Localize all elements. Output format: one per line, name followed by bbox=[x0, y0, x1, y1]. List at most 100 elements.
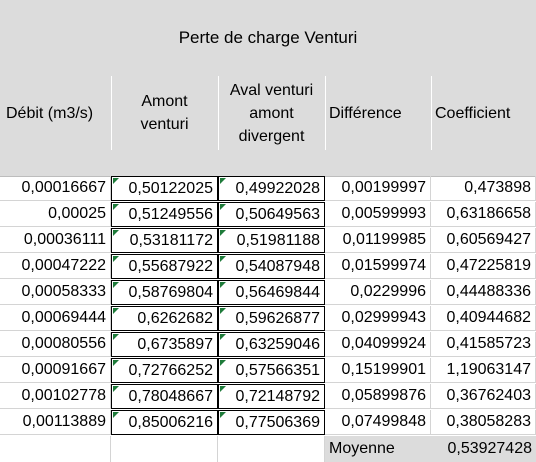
footer-row: Moyenne 0,53927428 bbox=[0, 436, 536, 462]
cell-amont-value: 0,58769804 bbox=[128, 283, 213, 301]
table-row: 0,00102778 0,78048667 0,72148792 0,05899… bbox=[0, 384, 536, 409]
cell-coefficient[interactable]: 0,38058283 bbox=[431, 410, 536, 435]
table-row: 0,00047222 0,55687922 0,54087948 0,01599… bbox=[0, 254, 536, 279]
cell-amont-value: 0,50122025 bbox=[128, 179, 213, 197]
cell-amont-value: 0,72766252 bbox=[128, 361, 213, 379]
table-row: 0,00091667 0,72766252 0,57566351 0,15199… bbox=[0, 358, 536, 383]
cell-coefficient[interactable]: 0,44488336 bbox=[431, 280, 536, 305]
cell-coefficient[interactable]: 0,47225819 bbox=[431, 254, 536, 279]
error-indicator-icon bbox=[220, 412, 226, 418]
cell-coefficient[interactable]: 0,60569427 bbox=[431, 228, 536, 253]
cell-aval-value: 0,51981188 bbox=[236, 231, 320, 249]
cell-aval[interactable]: 0,57566351 bbox=[218, 358, 325, 383]
header-divider bbox=[431, 76, 432, 150]
error-indicator-icon bbox=[113, 230, 119, 236]
cell-amont[interactable]: 0,58769804 bbox=[111, 280, 218, 305]
cell-amont[interactable]: 0,72766252 bbox=[111, 358, 218, 383]
cell-aval[interactable]: 0,59626877 bbox=[218, 306, 325, 331]
cell-amont[interactable]: 0,85006216 bbox=[111, 410, 218, 435]
header-divider bbox=[218, 76, 219, 150]
cell-debit[interactable]: 0,00058333 bbox=[0, 280, 111, 305]
cell-aval[interactable]: 0,77506369 bbox=[218, 410, 325, 435]
cell-aval-value: 0,56469844 bbox=[235, 283, 320, 301]
cell-aval[interactable]: 0,49922028 bbox=[218, 176, 325, 201]
cell-coefficient[interactable]: 0,41585723 bbox=[431, 332, 536, 357]
cell-amont[interactable]: 0,78048667 bbox=[111, 384, 218, 409]
cell-amont-value: 0,85006216 bbox=[128, 413, 213, 431]
header-difference[interactable]: Différence bbox=[329, 104, 402, 122]
table-row: 0,00080556 0,6735897 0,63259046 0,040999… bbox=[0, 332, 536, 357]
error-indicator-icon bbox=[113, 412, 119, 418]
footer-empty-cell[interactable] bbox=[111, 436, 218, 462]
cell-amont[interactable]: 0,55687922 bbox=[111, 254, 218, 279]
header-aval-venturi[interactable]: Aval venturi amont divergent bbox=[218, 76, 325, 150]
cell-difference[interactable]: 0,04099924 bbox=[325, 332, 431, 357]
cell-difference[interactable]: 0,15199901 bbox=[325, 358, 431, 383]
cell-aval[interactable]: 0,72148792 bbox=[218, 384, 325, 409]
header-aval-line1: Aval venturi bbox=[229, 81, 314, 99]
cell-amont[interactable]: 0,50122025 bbox=[111, 176, 218, 201]
header-aval-line3: divergent bbox=[238, 127, 305, 145]
cell-aval[interactable]: 0,51981188 bbox=[218, 228, 325, 253]
cell-coefficient[interactable]: 1,19063147 bbox=[431, 358, 536, 383]
table-title[interactable]: Perte de charge Venturi bbox=[0, 0, 536, 77]
cell-coefficient[interactable]: 0,40944682 bbox=[431, 306, 536, 331]
cell-aval[interactable]: 0,63259046 bbox=[218, 332, 325, 357]
cell-aval[interactable]: 0,50649563 bbox=[218, 202, 325, 227]
cell-difference[interactable]: 0,02999943 bbox=[325, 306, 431, 331]
error-indicator-icon bbox=[220, 282, 226, 288]
error-indicator-icon bbox=[220, 360, 226, 366]
cell-aval[interactable]: 0,56469844 bbox=[218, 280, 325, 305]
cell-difference[interactable]: 0,01199985 bbox=[325, 228, 431, 253]
cell-debit[interactable]: 0,00069444 bbox=[0, 306, 111, 331]
header-debit[interactable]: Débit (m3/s) bbox=[6, 104, 94, 122]
cell-debit[interactable]: 0,00080556 bbox=[0, 332, 111, 357]
cell-amont-value: 0,55687922 bbox=[128, 257, 213, 275]
error-indicator-icon bbox=[113, 334, 119, 340]
cell-difference[interactable]: 0,07499848 bbox=[325, 410, 431, 435]
footer-empty-cell[interactable] bbox=[218, 436, 325, 462]
footer-empty-cell[interactable] bbox=[0, 436, 111, 462]
cell-difference[interactable]: 0,00599993 bbox=[325, 202, 431, 227]
header-amont-venturi[interactable]: Amont venturi bbox=[111, 76, 218, 150]
table-row: 0,00025 0,51249556 0,50649563 0,00599993… bbox=[0, 202, 536, 227]
cell-amont[interactable]: 0,6262682 bbox=[111, 306, 218, 331]
error-indicator-icon bbox=[220, 386, 226, 392]
cell-coefficient[interactable]: 0,63186658 bbox=[431, 202, 536, 227]
cell-aval-value: 0,59626877 bbox=[235, 309, 320, 327]
cell-difference[interactable]: 0,01599974 bbox=[325, 254, 431, 279]
header-aval-line2: amont bbox=[249, 104, 294, 122]
cell-debit[interactable]: 0,00025 bbox=[0, 202, 111, 227]
average-value[interactable]: 0,53927428 bbox=[431, 436, 536, 462]
error-indicator-icon bbox=[220, 256, 226, 262]
cell-aval[interactable]: 0,54087948 bbox=[218, 254, 325, 279]
cell-coefficient[interactable]: 0,473898 bbox=[431, 176, 536, 201]
cell-debit[interactable]: 0,00016667 bbox=[0, 176, 111, 201]
cell-debit[interactable]: 0,00047222 bbox=[0, 254, 111, 279]
cell-coefficient[interactable]: 0,36762403 bbox=[431, 384, 536, 409]
cell-amont[interactable]: 0,6735897 bbox=[111, 332, 218, 357]
table-row: 0,00113889 0,85006216 0,77506369 0,07499… bbox=[0, 410, 536, 435]
header-divider bbox=[325, 76, 326, 150]
header-coefficient[interactable]: Coefficient bbox=[435, 104, 511, 122]
header-divider bbox=[111, 76, 112, 150]
cell-aval-value: 0,72148792 bbox=[235, 387, 320, 405]
header-amont-line2: venturi bbox=[140, 116, 189, 133]
error-indicator-icon bbox=[113, 282, 119, 288]
header-row: Débit (m3/s) Amont venturi Aval venturi … bbox=[0, 76, 536, 150]
cell-difference[interactable]: 0,00199997 bbox=[325, 176, 431, 201]
average-label[interactable]: Moyenne bbox=[325, 436, 431, 462]
cell-debit[interactable]: 0,00113889 bbox=[0, 410, 111, 435]
cell-debit[interactable]: 0,00102778 bbox=[0, 384, 111, 409]
cell-amont-value: 0,51249556 bbox=[128, 205, 213, 223]
cell-aval-value: 0,63259046 bbox=[235, 335, 320, 353]
cell-difference[interactable]: 0,05899876 bbox=[325, 384, 431, 409]
cell-amont[interactable]: 0,51249556 bbox=[111, 202, 218, 227]
cell-amont[interactable]: 0,53181172 bbox=[111, 228, 218, 253]
cell-difference[interactable]: 0,0229996 bbox=[325, 280, 431, 305]
cell-debit[interactable]: 0,00091667 bbox=[0, 358, 111, 383]
header-spacer-band bbox=[0, 150, 536, 177]
cell-debit[interactable]: 0,00036111 bbox=[0, 228, 111, 253]
cell-aval-value: 0,50649563 bbox=[235, 205, 320, 223]
